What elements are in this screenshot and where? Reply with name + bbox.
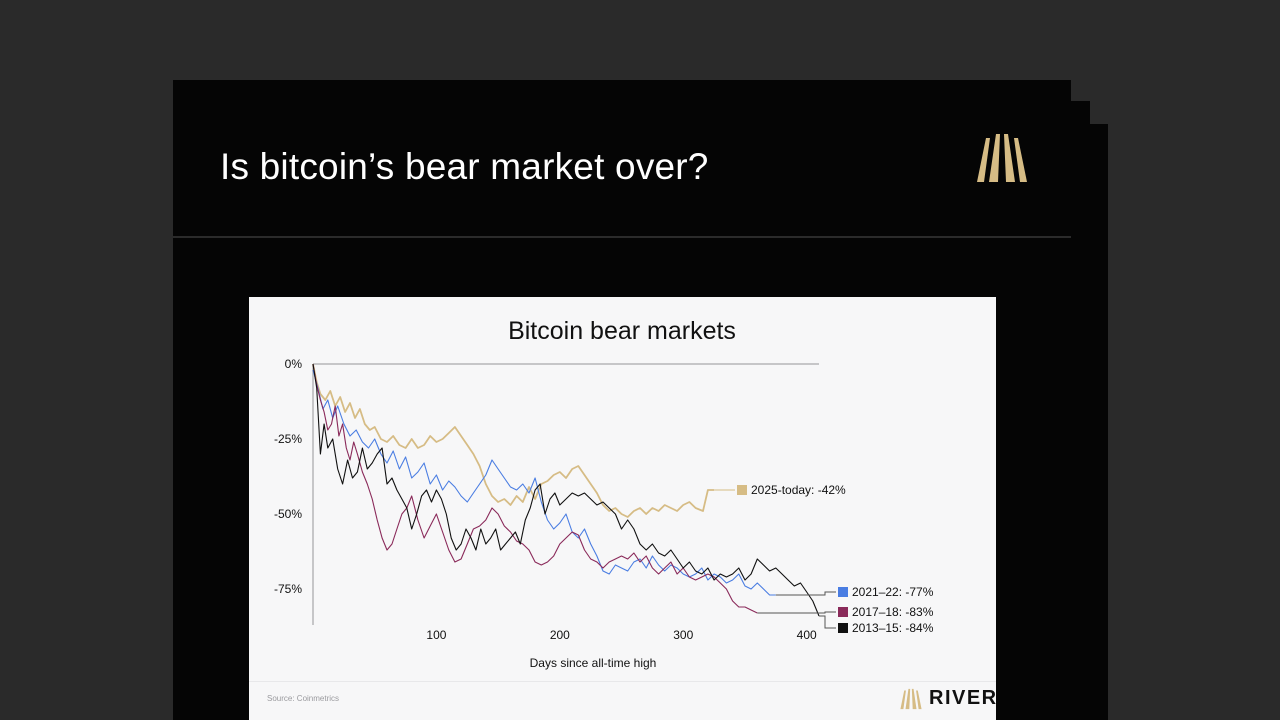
chart-card: Bitcoin bear markets 0% -25% -50% -75% 100 20… [249, 297, 996, 720]
series-end-label: 2013–15: -84% [852, 621, 934, 635]
series-end-label: 2017–18: -83% [852, 605, 934, 619]
y-tick-label: -50% [274, 507, 302, 521]
footer-divider [249, 681, 996, 682]
y-tick-label: -25% [274, 432, 302, 446]
source-note: Source: Coinmetrics [267, 694, 340, 703]
series-end-label: 2021–22: -77% [852, 585, 934, 599]
x-tick-label: 400 [797, 628, 817, 642]
label-connector [819, 615, 836, 629]
bear-market-chart: Bitcoin bear markets 0% -25% -50% -75% 100 20… [274, 317, 934, 670]
legend-swatch [838, 623, 848, 633]
y-tick-label: -75% [274, 582, 302, 596]
series-end-label: 2025-today: -42% [751, 483, 846, 497]
legend-swatch [838, 607, 848, 617]
slide-header: Is bitcoin’s bear market over? [173, 80, 1071, 238]
legend-swatch [838, 587, 848, 597]
label-connector [757, 611, 836, 614]
chart-title: Bitcoin bear markets [508, 317, 736, 345]
legend-swatch [737, 485, 747, 495]
x-tick-label: 200 [550, 628, 570, 642]
x-axis-label: Days since all-time high [530, 656, 657, 670]
slide-title: Is bitcoin’s bear market over? [220, 146, 709, 187]
slide: Is bitcoin’s bear market over? Bitcoin b… [173, 80, 1071, 720]
label-connector [775, 591, 836, 596]
series-line [312, 363, 715, 518]
river-wordmark: RIVER [929, 687, 998, 709]
series-line [312, 363, 820, 617]
river-logo-icon [977, 134, 1027, 182]
river-logo-icon [900, 688, 922, 710]
x-tick-label: 100 [426, 628, 446, 642]
y-tick-label: 0% [285, 357, 303, 371]
series-line [312, 363, 758, 614]
x-tick-label: 300 [673, 628, 693, 642]
